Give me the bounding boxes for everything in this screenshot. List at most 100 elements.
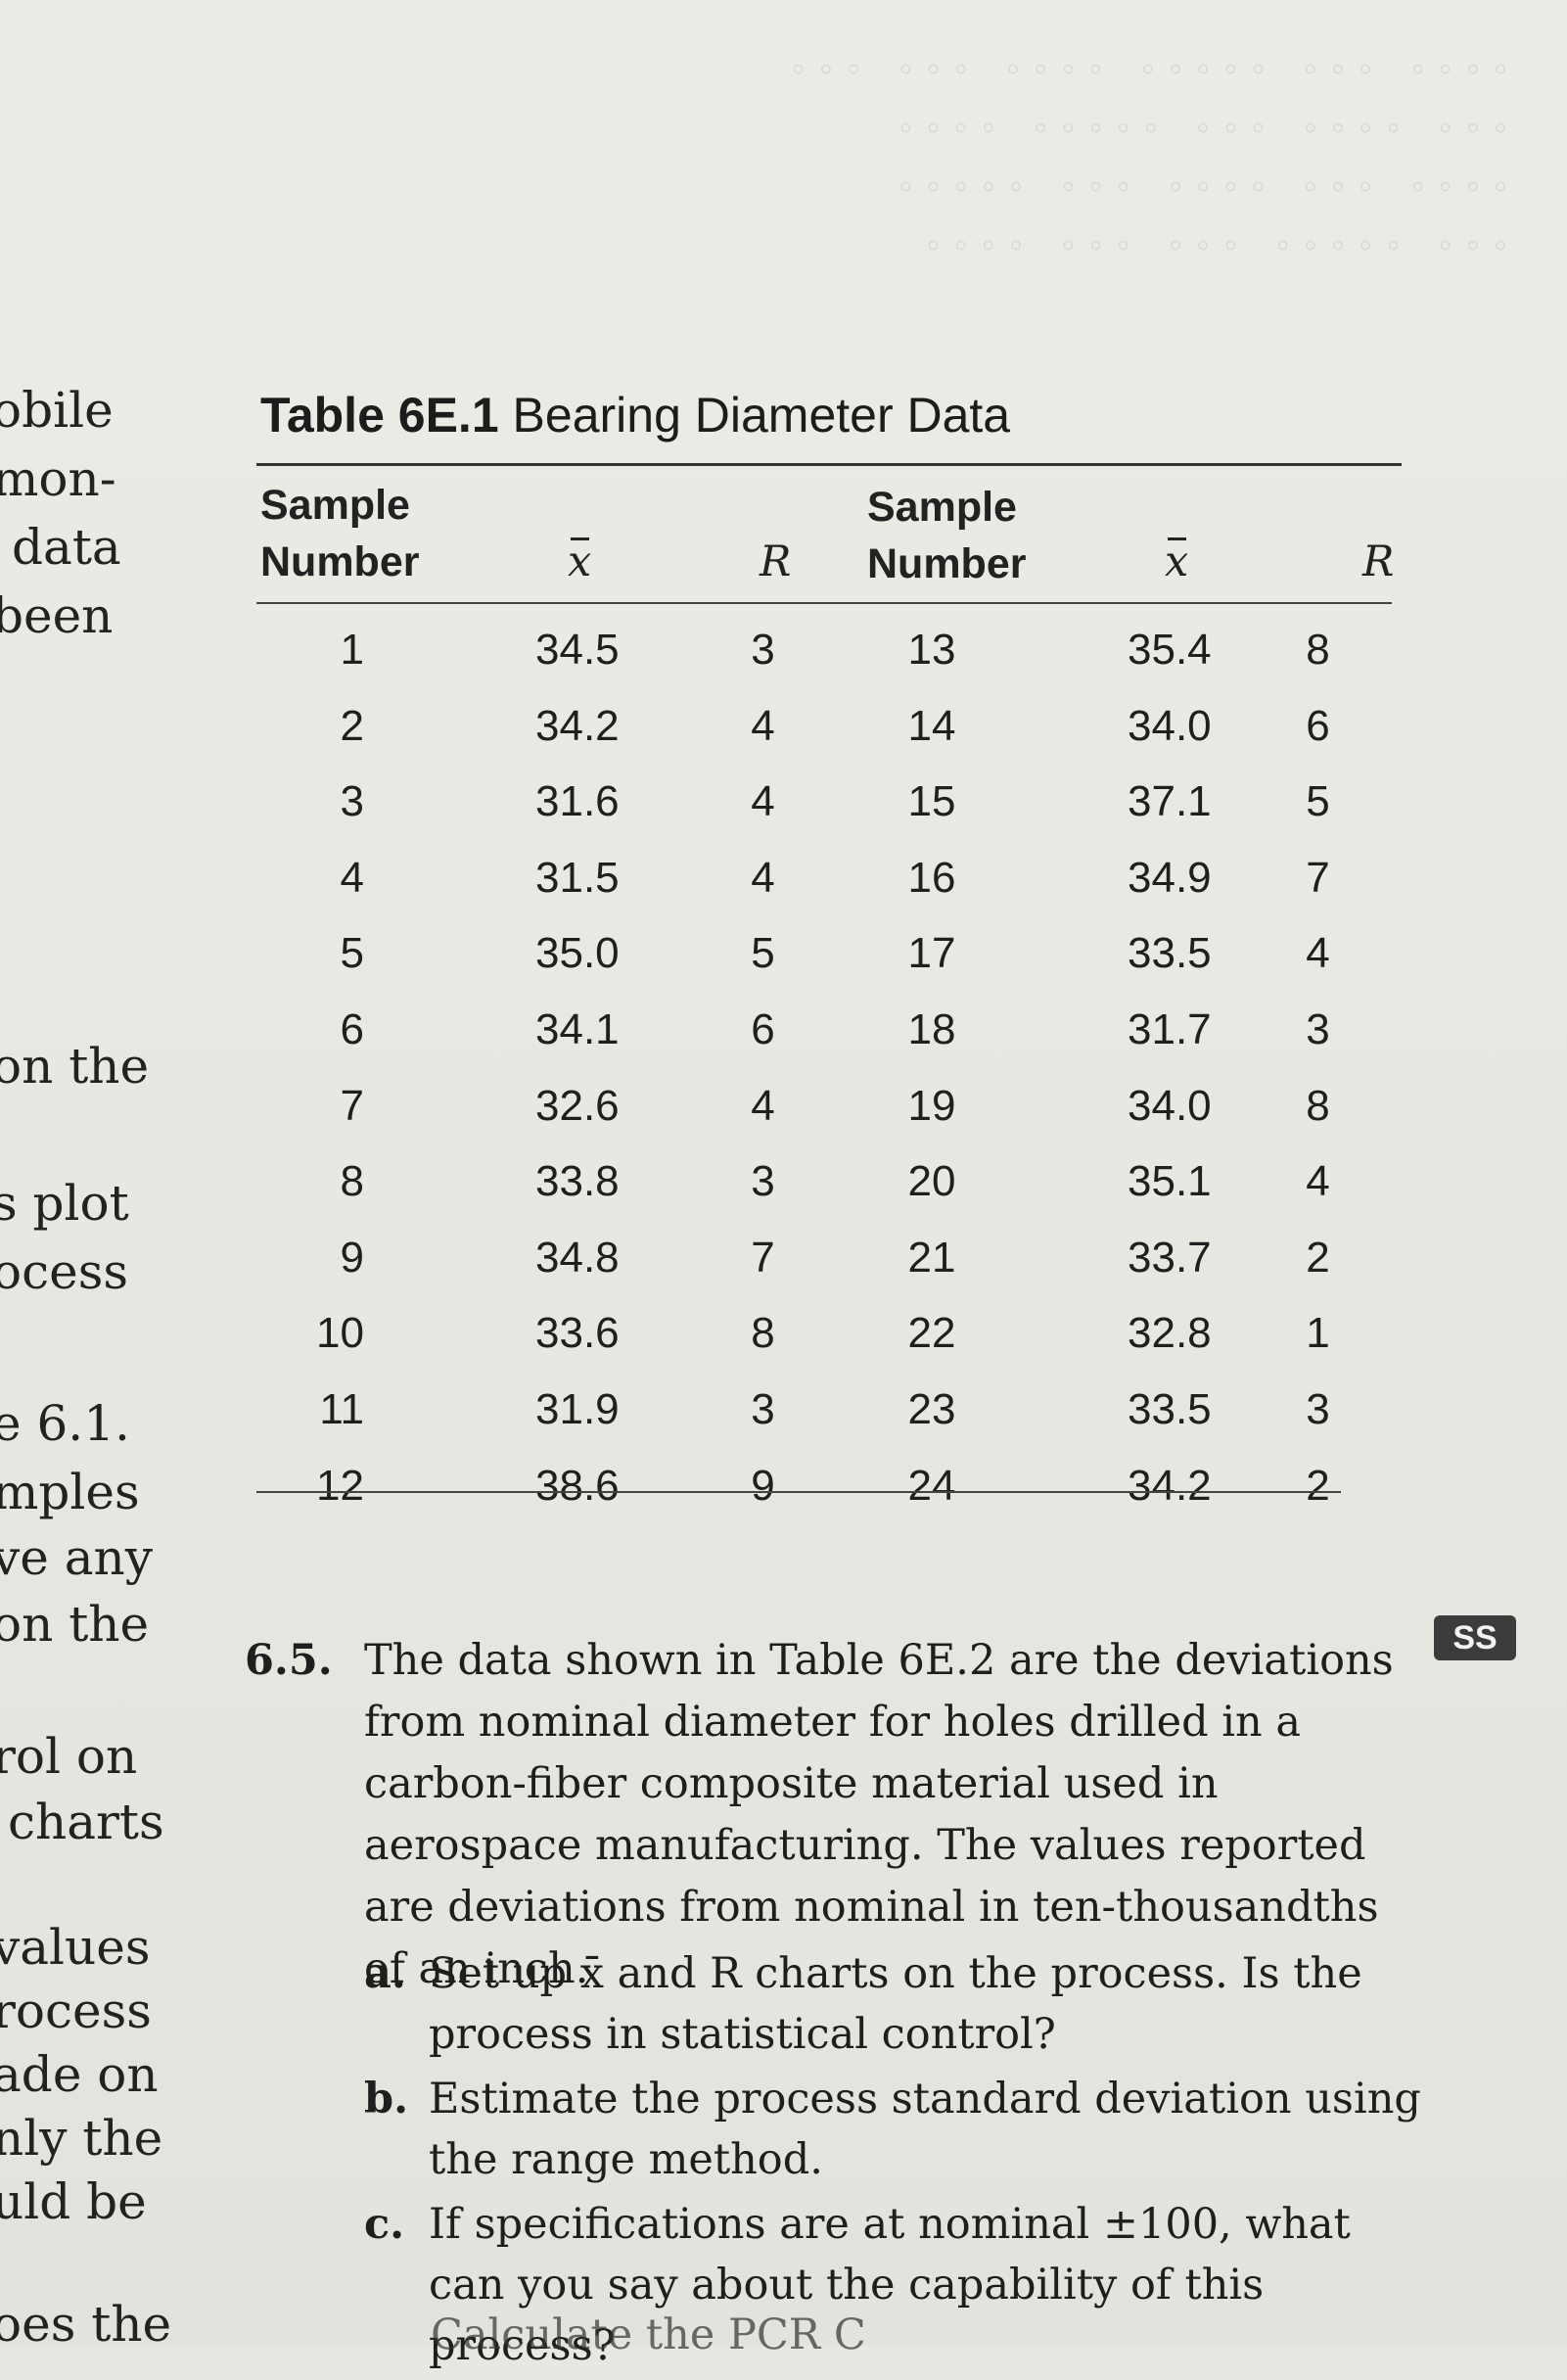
range-cell: 4 xyxy=(1306,929,1330,978)
margin-fragment: on the xyxy=(0,1038,150,1095)
xbar-cell: 38.6 xyxy=(535,1461,620,1510)
xbar-cell: 35.4 xyxy=(1128,626,1212,674)
margin-fragment: oes the xyxy=(0,2296,172,2353)
table-number: Table 6E.1 xyxy=(260,388,499,443)
problem-6-5: 6.5. The data shown in Table 6E.2 are th… xyxy=(245,1630,1419,2000)
problem-part-a: a. Set up x̄ and R charts on the process… xyxy=(364,1943,1421,2065)
bleed-through-text: ◦◦◦◦ ◦◦◦ ◦◦◦◦◦ ◦◦◦◦ ◦◦◦ ◦◦◦ ◦◦◦ ◦◦◦◦ ◦◦◦ … xyxy=(777,47,1507,266)
margin-fragment: data xyxy=(12,519,121,576)
range-cell: 9 xyxy=(751,1461,775,1510)
sample-number-cell: 9 xyxy=(340,1233,364,1282)
header-xbar-left: x xyxy=(568,534,591,590)
table-top-rule xyxy=(256,463,1402,466)
xbar-cell: 34.9 xyxy=(1128,853,1212,902)
cut-off-line: Calculate the PCR C xyxy=(431,2310,866,2359)
header-xbar-right: x xyxy=(1165,534,1188,590)
range-cell: 3 xyxy=(751,1384,775,1433)
table-row: 1 34.5 3 13 35.4 8 xyxy=(256,612,1402,688)
margin-fragment: e 6.1. xyxy=(0,1395,130,1452)
header-sample-label: Sample xyxy=(260,482,410,529)
range-cell: 4 xyxy=(751,853,775,902)
sample-number-cell: 15 xyxy=(907,777,956,826)
table-row: 11 31.9 3 23 33.5 3 xyxy=(256,1372,1402,1448)
xbar-cell: 33.7 xyxy=(1128,1233,1212,1282)
part-label: c. xyxy=(364,2200,405,2249)
sample-number-cell: 12 xyxy=(316,1461,364,1510)
table-row: 3 31.6 4 15 37.1 5 xyxy=(256,764,1402,840)
table-body: 1 34.5 3 13 35.4 8 2 34.2 4 14 34.0 6 3 31.6 4 15 37.1 5 4… xyxy=(256,612,1402,1523)
table-title: Table 6E.1 Bearing Diameter Data xyxy=(260,387,1402,455)
header-sample-number-right: Sample Number xyxy=(867,479,1026,592)
margin-fragment: uld be xyxy=(0,2173,147,2230)
margin-fragment: mon- xyxy=(0,450,116,507)
margin-fragment: on the xyxy=(0,1596,150,1653)
sample-number-cell: 18 xyxy=(907,1004,956,1053)
sample-number-cell: 16 xyxy=(907,853,956,902)
sample-number-cell: 2 xyxy=(340,701,364,750)
table-row: 5 35.0 5 17 33.5 4 xyxy=(256,915,1402,992)
xbar-cell: 35.1 xyxy=(1128,1157,1212,1206)
range-cell: 2 xyxy=(1306,1461,1330,1510)
margin-fragment: rol on xyxy=(0,1728,138,1785)
table-row: 7 32.6 4 19 34.0 8 xyxy=(256,1068,1402,1144)
margin-fragment: been xyxy=(0,587,114,644)
table-row: 8 33.8 3 20 35.1 4 xyxy=(256,1143,1402,1220)
sample-number-cell: 1 xyxy=(340,626,364,674)
xbar-cell: 32.6 xyxy=(535,1081,620,1130)
xbar-cell: 34.0 xyxy=(1128,1081,1212,1130)
header-sample-number-left: Sample Number xyxy=(260,477,419,590)
sample-number-cell: 23 xyxy=(907,1384,956,1433)
range-cell: 2 xyxy=(1306,1233,1330,1282)
margin-fragment: ve any xyxy=(0,1529,153,1586)
xbar-cell: 31.5 xyxy=(535,853,620,902)
range-cell: 5 xyxy=(751,929,775,978)
sample-number-cell: 20 xyxy=(907,1157,956,1206)
range-cell: 5 xyxy=(1306,777,1330,826)
margin-fragment: values xyxy=(0,1919,151,1976)
xbar-cell: 34.0 xyxy=(1128,701,1212,750)
header-r-left: R xyxy=(760,537,792,586)
range-cell: 1 xyxy=(1306,1309,1330,1358)
margin-fragment: mples xyxy=(0,1464,140,1520)
part-text: Estimate the process standard deviation … xyxy=(429,2075,1421,2184)
ss-badge: SS xyxy=(1434,1615,1516,1660)
sample-number-cell: 19 xyxy=(907,1081,956,1130)
table-row: 12 38.6 9 24 34.2 2 xyxy=(256,1448,1402,1524)
table-row: 10 33.6 8 22 32.8 1 xyxy=(256,1295,1402,1372)
range-cell: 6 xyxy=(751,1004,775,1053)
xbar-cell: 33.6 xyxy=(535,1309,620,1358)
xbar-cell: 34.2 xyxy=(1128,1461,1212,1510)
range-cell: 8 xyxy=(1306,626,1330,674)
xbar-cell: 33.5 xyxy=(1128,929,1212,978)
range-cell: 6 xyxy=(1306,701,1330,750)
range-cell: 7 xyxy=(751,1233,775,1282)
margin-fragment: nly the xyxy=(0,2110,163,2167)
xbar-cell: 37.1 xyxy=(1128,777,1212,826)
problem-part-b: b. Estimate the process standard deviati… xyxy=(364,2069,1421,2190)
header-r-right: R xyxy=(1362,537,1395,586)
range-cell: 8 xyxy=(751,1309,775,1358)
range-cell: 8 xyxy=(1306,1081,1330,1130)
margin-fragment: s plot xyxy=(0,1175,129,1232)
problem-parts: a. Set up x̄ and R charts on the process… xyxy=(364,1943,1421,2380)
range-cell: 3 xyxy=(1306,1384,1330,1433)
margin-fragment: obile xyxy=(0,382,114,439)
range-cell: 3 xyxy=(751,1157,775,1206)
table-caption: Bearing Diameter Data xyxy=(512,388,1011,443)
table-header-rule xyxy=(256,602,1392,604)
xbar-cell: 33.8 xyxy=(535,1157,620,1206)
sample-number-cell: 14 xyxy=(907,701,956,750)
xbar-cell: 34.1 xyxy=(535,1004,620,1053)
part-label: a. xyxy=(364,1949,406,1998)
sample-number-cell: 13 xyxy=(907,626,956,674)
header-number-label: Number xyxy=(867,540,1027,587)
range-cell: 3 xyxy=(751,626,775,674)
header-number-label: Number xyxy=(260,538,420,585)
sample-number-cell: 5 xyxy=(340,929,364,978)
sample-number-cell: 8 xyxy=(340,1157,364,1206)
margin-fragment: charts xyxy=(8,1794,164,1850)
xbar-cell: 34.8 xyxy=(535,1233,620,1282)
sample-number-cell: 6 xyxy=(340,1004,364,1053)
range-cell: 7 xyxy=(1306,853,1330,902)
